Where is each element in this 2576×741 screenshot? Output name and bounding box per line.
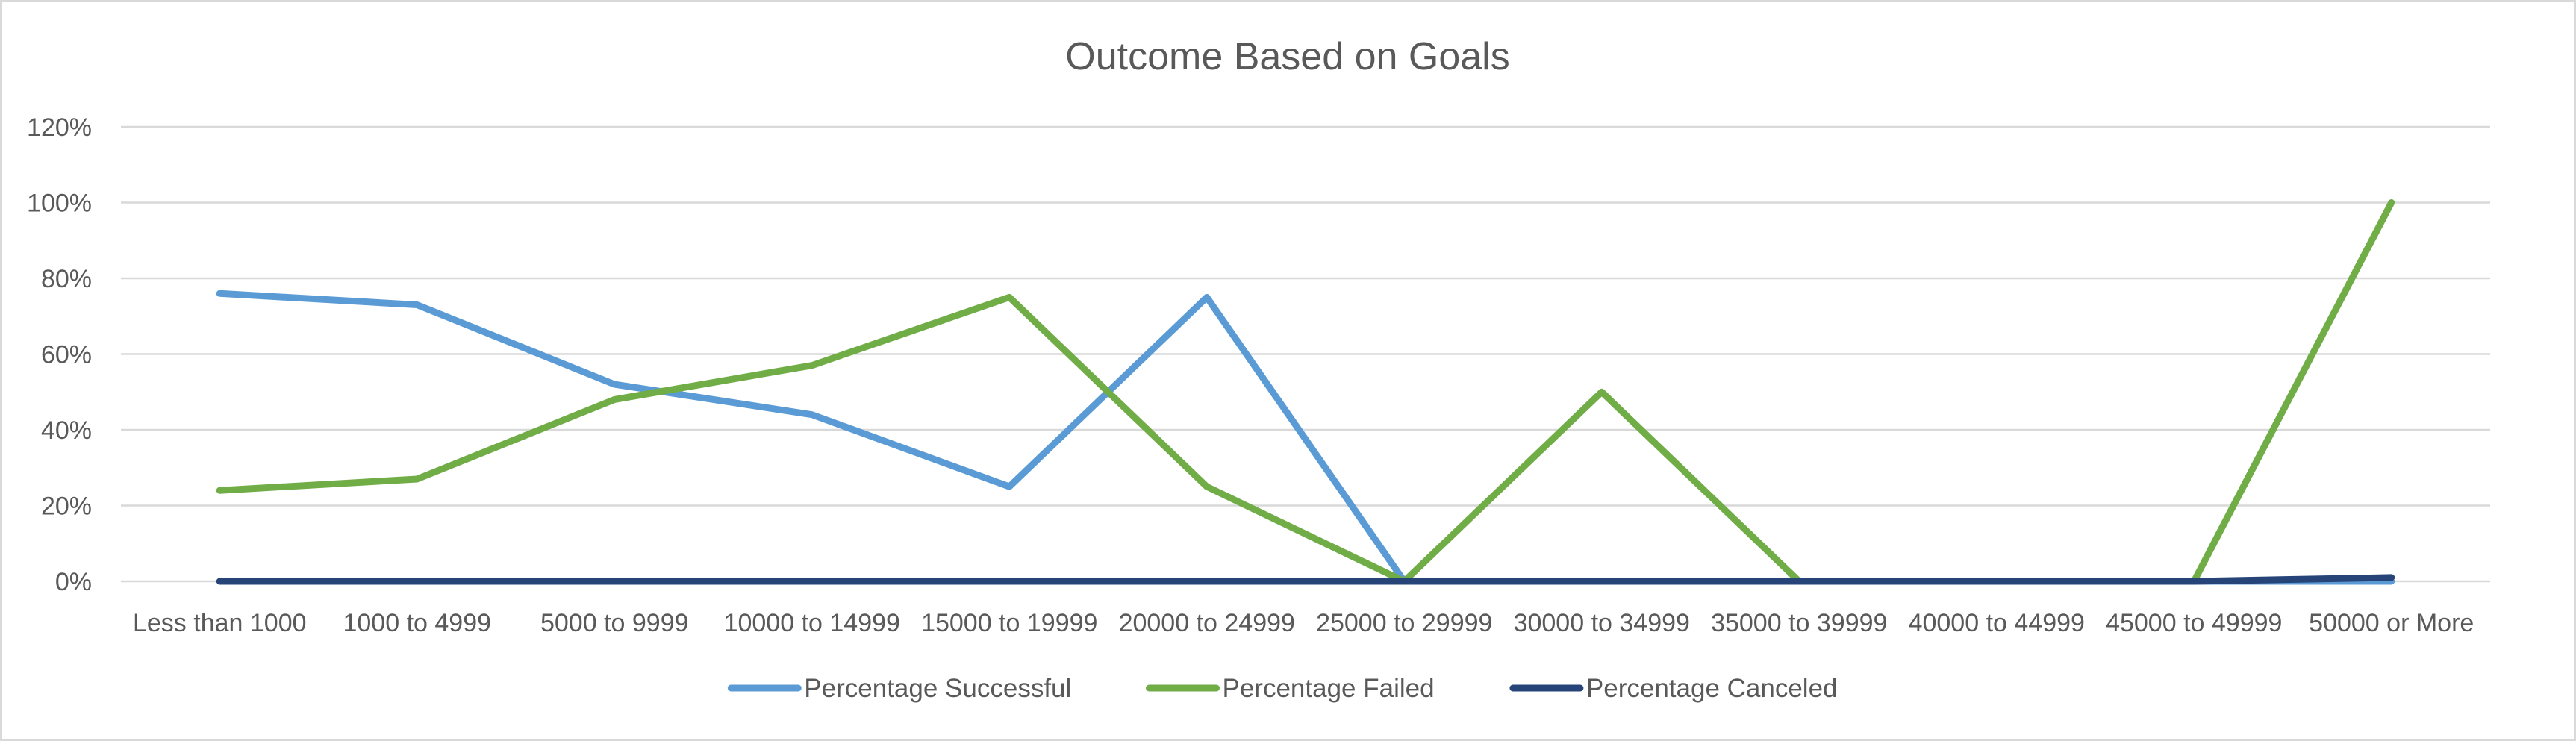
y-tick-label: 20% (41, 493, 92, 521)
legend-label-percentage-canceled: Percentage Canceled (1586, 674, 1838, 703)
x-tick-label: 20000 to 24999 (1119, 609, 1295, 637)
y-tick-label: 0% (55, 568, 92, 596)
series-line-percentage-failed (216, 199, 2395, 585)
x-tick-label: 30000 to 34999 (1514, 609, 1690, 637)
x-tick-label: 25000 to 29999 (1316, 609, 1492, 637)
legend-label-percentage-failed: Percentage Failed (1223, 674, 1435, 703)
y-tick-label: 100% (27, 190, 92, 218)
x-tick-label: 1000 to 4999 (343, 609, 491, 637)
x-tick-label: 10000 to 14999 (724, 609, 900, 637)
x-tick-label: 15000 to 19999 (921, 609, 1097, 637)
x-axis-tick-labels: Less than 1000 1000 to 4999 5000 to 9999 10… (133, 609, 2474, 637)
series-line-percentage-successful (216, 290, 2395, 585)
x-tick-label: 45000 to 49999 (2106, 609, 2282, 637)
y-tick-label: 40% (41, 416, 92, 445)
chart-title: Outcome Based on Goals (1065, 35, 1509, 78)
gridlines (121, 125, 2490, 583)
x-tick-label: 40000 to 44999 (1909, 609, 2085, 637)
x-tick-label: 5000 to 9999 (540, 609, 689, 637)
x-tick-label: Less than 1000 (133, 609, 307, 637)
x-tick-label: 50000 or More (2309, 609, 2474, 637)
y-axis-tick-labels: 0% 20% 40% 60% 80% 100% 120% (27, 113, 92, 596)
series-lines (216, 199, 2395, 585)
legend: Percentage Successful Percentage Failed Pe… (727, 674, 1838, 703)
y-tick-label: 120% (27, 113, 92, 142)
y-tick-label: 60% (41, 341, 92, 369)
y-tick-label: 80% (41, 265, 92, 293)
legend-label-percentage-successful: Percentage Successful (804, 674, 1071, 703)
series-line-percentage-canceled (216, 574, 2395, 585)
x-tick-label: 35000 to 39999 (1711, 609, 1887, 637)
